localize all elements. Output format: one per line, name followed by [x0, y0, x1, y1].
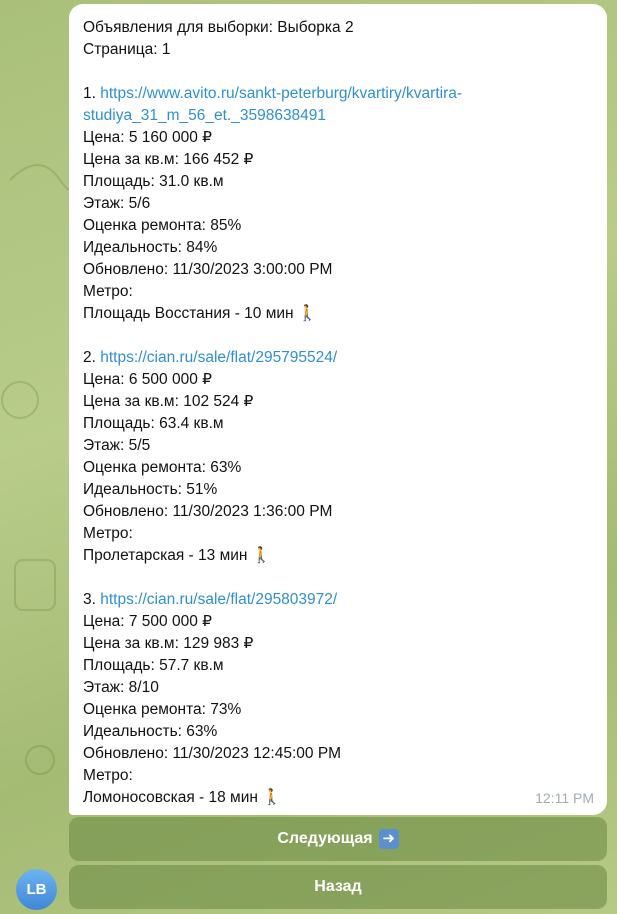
arrow-right-icon: ➜ [378, 829, 399, 849]
listing-ideal: Идеальность: 51% [83, 481, 218, 498]
listing-repair: Оценка ремонта: 85% [83, 217, 242, 234]
next-button[interactable]: Следующая ➜ [69, 817, 607, 861]
back-label: Назад [314, 878, 362, 895]
back-button[interactable]: Назад [69, 865, 607, 909]
listing-price: Цена: 5 160 000 ₽ [83, 129, 213, 146]
listing-area: Площадь: 63.4 кв.м [83, 415, 224, 432]
listing-ideal: Идеальность: 63% [83, 723, 218, 740]
listing-link-line: 2. https://cian.ru/sale/flat/295795524/ [83, 347, 593, 369]
listing-metro: Ломоносовская - 18 мин 🚶 [83, 789, 282, 806]
listing-link[interactable]: https://www.avito.ru/sankt-peterburg/kva… [83, 85, 462, 124]
listing-item: 3. https://cian.ru/sale/flat/295803972/Ц… [83, 567, 593, 809]
listing-metro-label: Метро: [83, 767, 133, 784]
listing-floor: Этаж: 5/6 [83, 195, 151, 212]
listing-link[interactable]: https://cian.ru/sale/flat/295803972/ [100, 591, 338, 608]
message-time: 12:11 PM [535, 790, 594, 806]
message-header: Объявления для выборки: Выборка 2 [83, 19, 354, 36]
listing-link[interactable]: https://cian.ru/sale/flat/295795524/ [100, 349, 338, 366]
avatar[interactable]: LB [16, 869, 57, 910]
listing-link-line: 1. https://www.avito.ru/sankt-peterburg/… [83, 83, 593, 127]
listing-price: Цена: 7 500 000 ₽ [83, 613, 213, 630]
listing-item: 2. https://cian.ru/sale/flat/295795524/Ц… [83, 325, 593, 567]
listing-ideal: Идеальность: 84% [83, 239, 218, 256]
next-label: Следующая [277, 830, 373, 847]
avatar-initials: LB [26, 881, 47, 898]
listing-price-sqm: Цена за кв.м: 166 452 ₽ [83, 151, 254, 168]
listing-floor: Этаж: 5/5 [83, 437, 151, 454]
listing-area: Площадь: 31.0 кв.м [83, 173, 224, 190]
page-number: Страница: 1 [83, 41, 171, 58]
listing-price-sqm: Цена за кв.м: 102 524 ₽ [83, 393, 254, 410]
listing-price-sqm: Цена за кв.м: 129 983 ₽ [83, 635, 254, 652]
listing-updated: Обновлено: 11/30/2023 12:45:00 PM [83, 745, 342, 762]
listing-item: 1. https://www.avito.ru/sankt-peterburg/… [83, 83, 593, 325]
listing-metro: Пролетарская - 13 мин 🚶 [83, 547, 272, 564]
listing-updated: Обновлено: 11/30/2023 3:00:00 PM [83, 261, 333, 278]
listing-link-line: 3. https://cian.ru/sale/flat/295803972/ [83, 589, 593, 611]
listing-link-part: studiya_31_m_56_et._3598638491 [83, 107, 327, 124]
listing-repair: Оценка ремонта: 63% [83, 459, 242, 476]
listing-updated: Обновлено: 11/30/2023 1:36:00 PM [83, 503, 333, 520]
listing-floor: Этаж: 8/10 [83, 679, 159, 696]
listing-metro-label: Метро: [83, 283, 133, 300]
listing-link-part: https://www.avito.ru/sankt-peterburg/kva… [100, 85, 463, 102]
listing-metro-label: Метро: [83, 525, 133, 542]
listing-price: Цена: 6 500 000 ₽ [83, 371, 213, 388]
listing-area: Площадь: 57.7 кв.м [83, 657, 224, 674]
listing-number: 2. [83, 349, 96, 366]
listing-metro: Площадь Восстания - 10 мин 🚶 [83, 305, 318, 322]
listing-repair: Оценка ремонта: 73% [83, 701, 242, 718]
listing-number: 1. [83, 85, 96, 102]
listing-number: 3. [83, 591, 96, 608]
message-bubble: Объявления для выборки: Выборка 2 Страни… [69, 4, 607, 815]
